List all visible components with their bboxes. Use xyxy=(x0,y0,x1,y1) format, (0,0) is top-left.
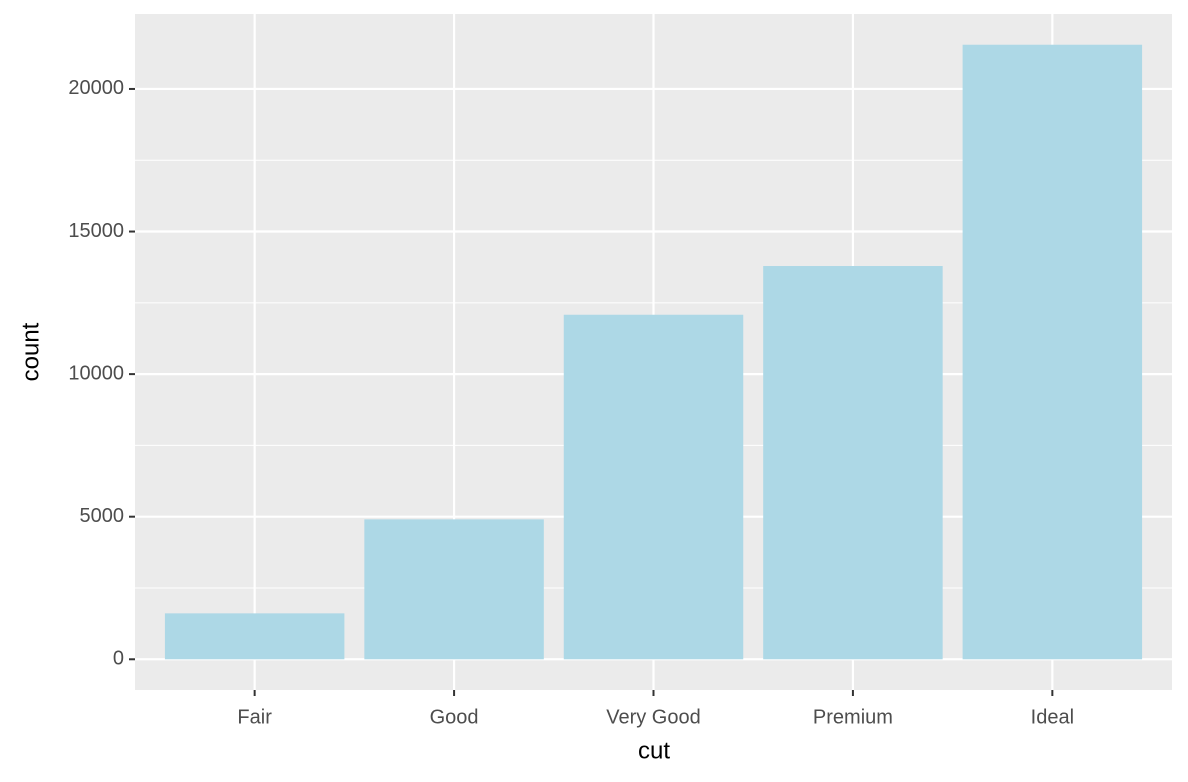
x-tick-label: Premium xyxy=(813,706,893,728)
x-tick-label: Ideal xyxy=(1031,706,1074,728)
bar xyxy=(962,44,1143,660)
x-tick-label: Very Good xyxy=(606,706,701,728)
y-tick-label: 20000 xyxy=(68,77,124,99)
y-tick-label: 10000 xyxy=(68,362,124,384)
x-tick-label: Good xyxy=(430,706,479,728)
bar xyxy=(763,266,943,660)
bar xyxy=(164,613,345,660)
y-tick-label: 5000 xyxy=(80,505,125,527)
bar xyxy=(563,314,744,660)
bar xyxy=(364,519,544,660)
y-axis-title: count xyxy=(17,322,44,381)
x-axis-title: cut xyxy=(638,737,670,764)
y-tick-label: 0 xyxy=(113,648,124,670)
x-tick-label: Fair xyxy=(237,706,272,728)
y-tick-label: 15000 xyxy=(68,220,124,242)
